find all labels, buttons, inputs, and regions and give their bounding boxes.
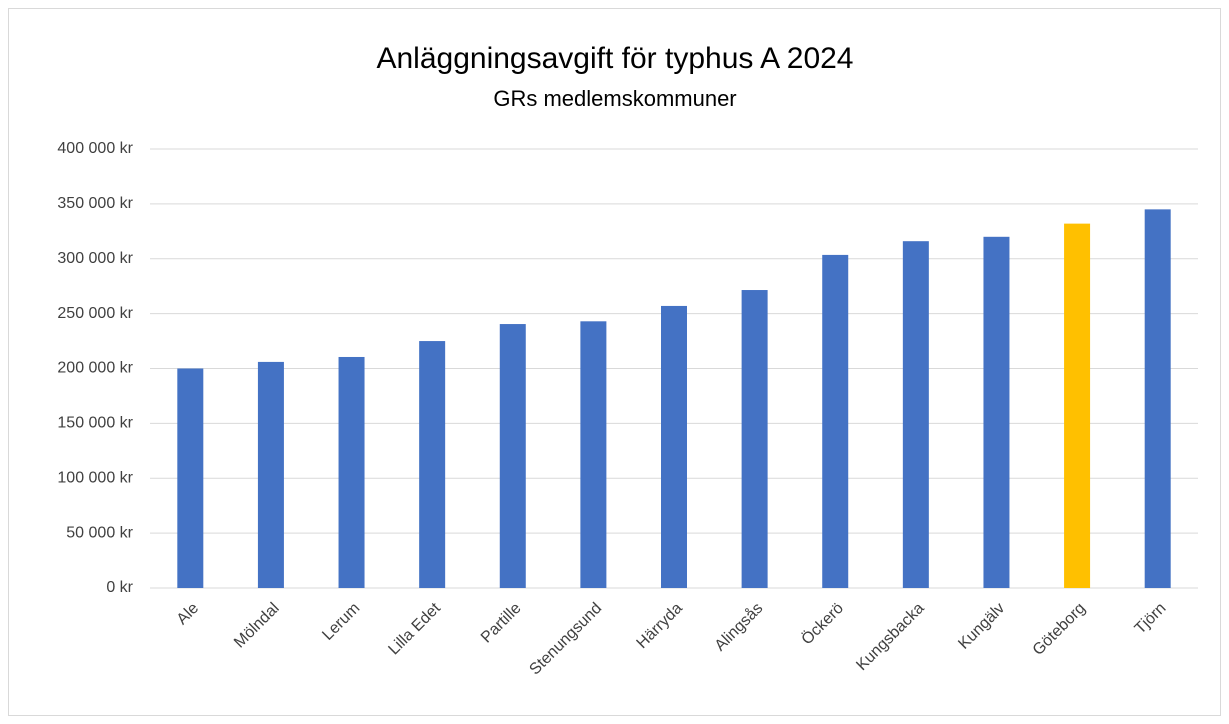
bar bbox=[1144, 209, 1171, 589]
y-tick-label: 50 000 kr bbox=[66, 524, 133, 541]
bar bbox=[419, 341, 446, 588]
bar bbox=[902, 241, 929, 588]
bar bbox=[580, 321, 607, 588]
chart-subtitle: GRs medlemskommuner bbox=[493, 86, 736, 111]
bar bbox=[661, 305, 687, 588]
bar bbox=[499, 324, 526, 588]
chart-title: Anläggningsavgift för typhus A 2024 bbox=[376, 42, 853, 75]
y-tick-label: 100 000 kr bbox=[57, 469, 133, 486]
bar bbox=[822, 254, 849, 588]
bar bbox=[338, 356, 365, 588]
bar bbox=[1064, 223, 1091, 588]
y-tick-label: 250 000 kr bbox=[57, 305, 133, 322]
bar bbox=[741, 290, 768, 588]
y-tick-label: 150 000 kr bbox=[57, 415, 133, 432]
bar bbox=[257, 361, 284, 588]
chart-frame bbox=[8, 8, 1221, 716]
bar bbox=[177, 368, 204, 588]
y-tick-label: 350 000 kr bbox=[57, 195, 133, 212]
y-tick-label: 0 kr bbox=[106, 579, 133, 596]
y-tick-label: 200 000 kr bbox=[57, 360, 133, 377]
y-tick-label: 300 000 kr bbox=[57, 250, 133, 267]
bar bbox=[983, 236, 1010, 589]
y-tick-label: 400 000 kr bbox=[57, 140, 133, 157]
